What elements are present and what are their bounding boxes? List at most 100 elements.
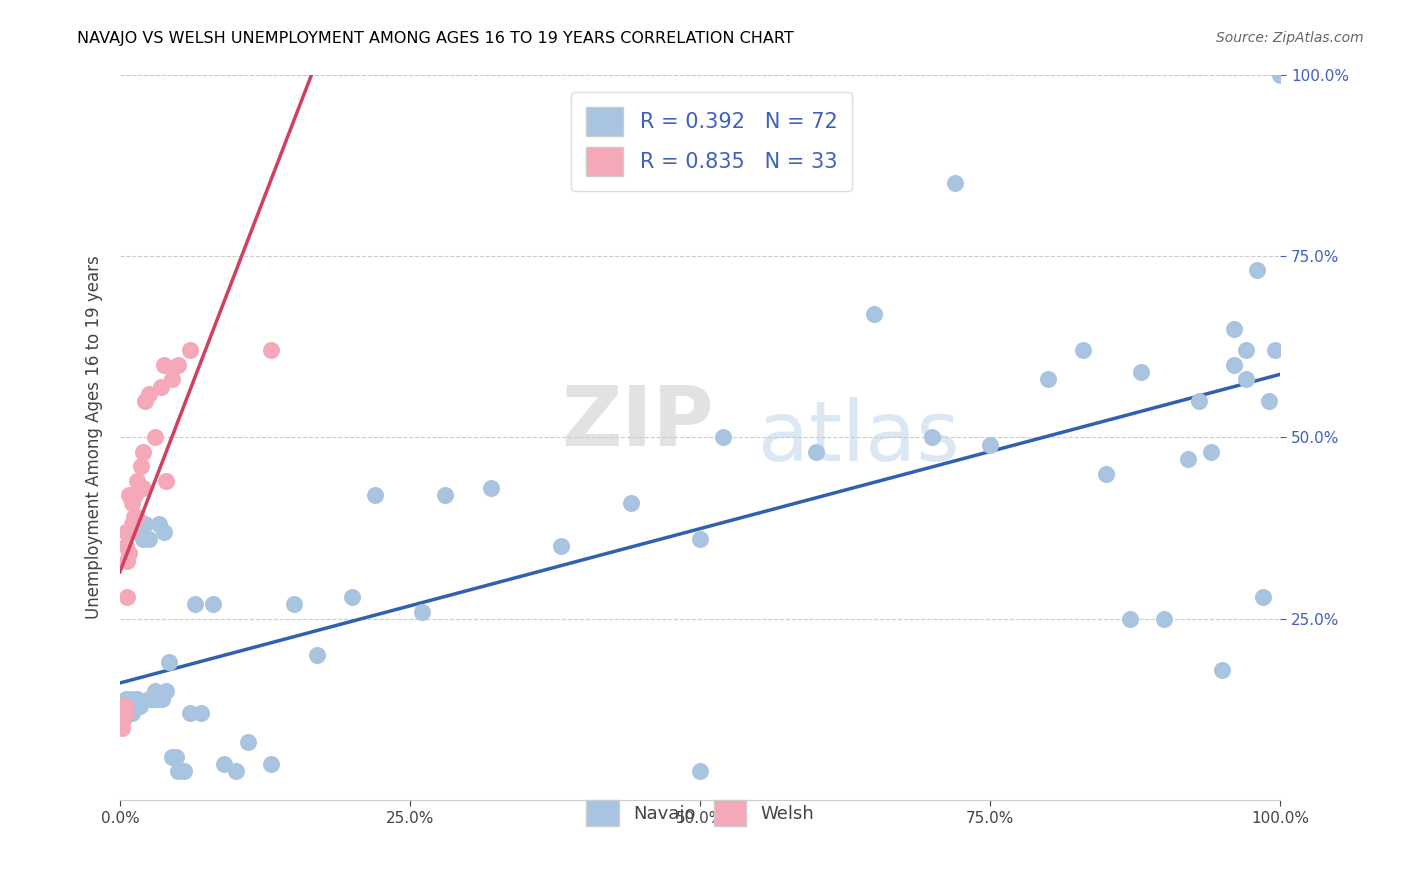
Point	[1264, 343, 1286, 358]
Point	[118, 546, 141, 560]
Point	[115, 554, 138, 568]
Point	[127, 510, 149, 524]
Point	[479, 481, 502, 495]
Point	[128, 698, 150, 713]
Point	[1211, 663, 1233, 677]
Point	[114, 698, 136, 713]
Text: atlas: atlas	[758, 397, 960, 478]
Point	[713, 430, 735, 444]
Point	[121, 706, 143, 720]
Point	[550, 539, 572, 553]
Point	[619, 496, 641, 510]
Point	[260, 756, 283, 771]
Point	[155, 474, 177, 488]
Point	[806, 445, 828, 459]
Point	[127, 474, 149, 488]
Point	[1251, 590, 1274, 604]
Point	[134, 517, 156, 532]
Point	[340, 590, 363, 604]
Point	[115, 590, 138, 604]
Point	[138, 691, 160, 706]
Point	[921, 430, 943, 444]
Point	[433, 488, 456, 502]
Point	[149, 379, 172, 393]
Point	[157, 656, 180, 670]
Text: NAVAJO VS WELSH UNEMPLOYMENT AMONG AGES 16 TO 19 YEARS CORRELATION CHART: NAVAJO VS WELSH UNEMPLOYMENT AMONG AGES …	[77, 31, 794, 46]
Point	[128, 481, 150, 495]
Text: Source: ZipAtlas.com: Source: ZipAtlas.com	[1216, 31, 1364, 45]
Point	[190, 706, 212, 720]
Point	[114, 698, 136, 713]
Point	[173, 764, 195, 779]
Point	[127, 691, 149, 706]
Point	[179, 706, 201, 720]
Point	[124, 488, 146, 502]
Point	[118, 488, 141, 502]
Point	[201, 597, 224, 611]
Point	[121, 496, 143, 510]
Point	[132, 532, 155, 546]
Point	[260, 343, 283, 358]
Point	[1095, 467, 1118, 481]
Point	[236, 735, 259, 749]
Point	[114, 706, 136, 720]
Point	[179, 343, 201, 358]
Point	[141, 691, 163, 706]
Legend: Navajo, Welsh: Navajo, Welsh	[576, 791, 824, 835]
Point	[132, 445, 155, 459]
Point	[153, 358, 176, 372]
Point	[165, 749, 187, 764]
Point	[225, 764, 247, 779]
Point	[160, 372, 183, 386]
Point	[114, 706, 136, 720]
Point	[148, 517, 170, 532]
Point	[118, 706, 141, 720]
Point	[1234, 372, 1257, 386]
Point	[120, 524, 142, 539]
Point	[129, 524, 152, 539]
Point	[364, 488, 387, 502]
Point	[1188, 394, 1211, 409]
Point	[122, 510, 145, 524]
Point	[1234, 343, 1257, 358]
Point	[1199, 445, 1222, 459]
Point	[214, 756, 236, 771]
Point	[1177, 452, 1199, 467]
Point	[1270, 68, 1292, 82]
Point	[1038, 372, 1060, 386]
Point	[167, 764, 190, 779]
Point	[143, 684, 166, 698]
Point	[283, 597, 305, 611]
Point	[411, 605, 433, 619]
Point	[167, 358, 190, 372]
Point	[117, 524, 139, 539]
Point	[155, 684, 177, 698]
Point	[863, 307, 886, 321]
Point	[689, 764, 711, 779]
Point	[114, 524, 136, 539]
Point	[129, 459, 152, 474]
Point	[1153, 612, 1175, 626]
Point	[1257, 394, 1279, 409]
Point	[1118, 612, 1140, 626]
Point	[945, 177, 967, 191]
Point	[114, 539, 136, 553]
Point	[138, 387, 160, 401]
Y-axis label: Unemployment Among Ages 16 to 19 years: Unemployment Among Ages 16 to 19 years	[86, 255, 103, 619]
Point	[114, 706, 136, 720]
Point	[1071, 343, 1094, 358]
Point	[112, 714, 135, 728]
Point	[1223, 358, 1246, 372]
Point	[117, 698, 139, 713]
Point	[1223, 321, 1246, 335]
Point	[307, 648, 329, 662]
Point	[143, 430, 166, 444]
Point	[121, 517, 143, 532]
Point	[132, 481, 155, 495]
Point	[138, 532, 160, 546]
Point	[160, 749, 183, 764]
Point	[1130, 365, 1153, 379]
Point	[153, 524, 176, 539]
Point	[114, 691, 136, 706]
Point	[184, 597, 207, 611]
